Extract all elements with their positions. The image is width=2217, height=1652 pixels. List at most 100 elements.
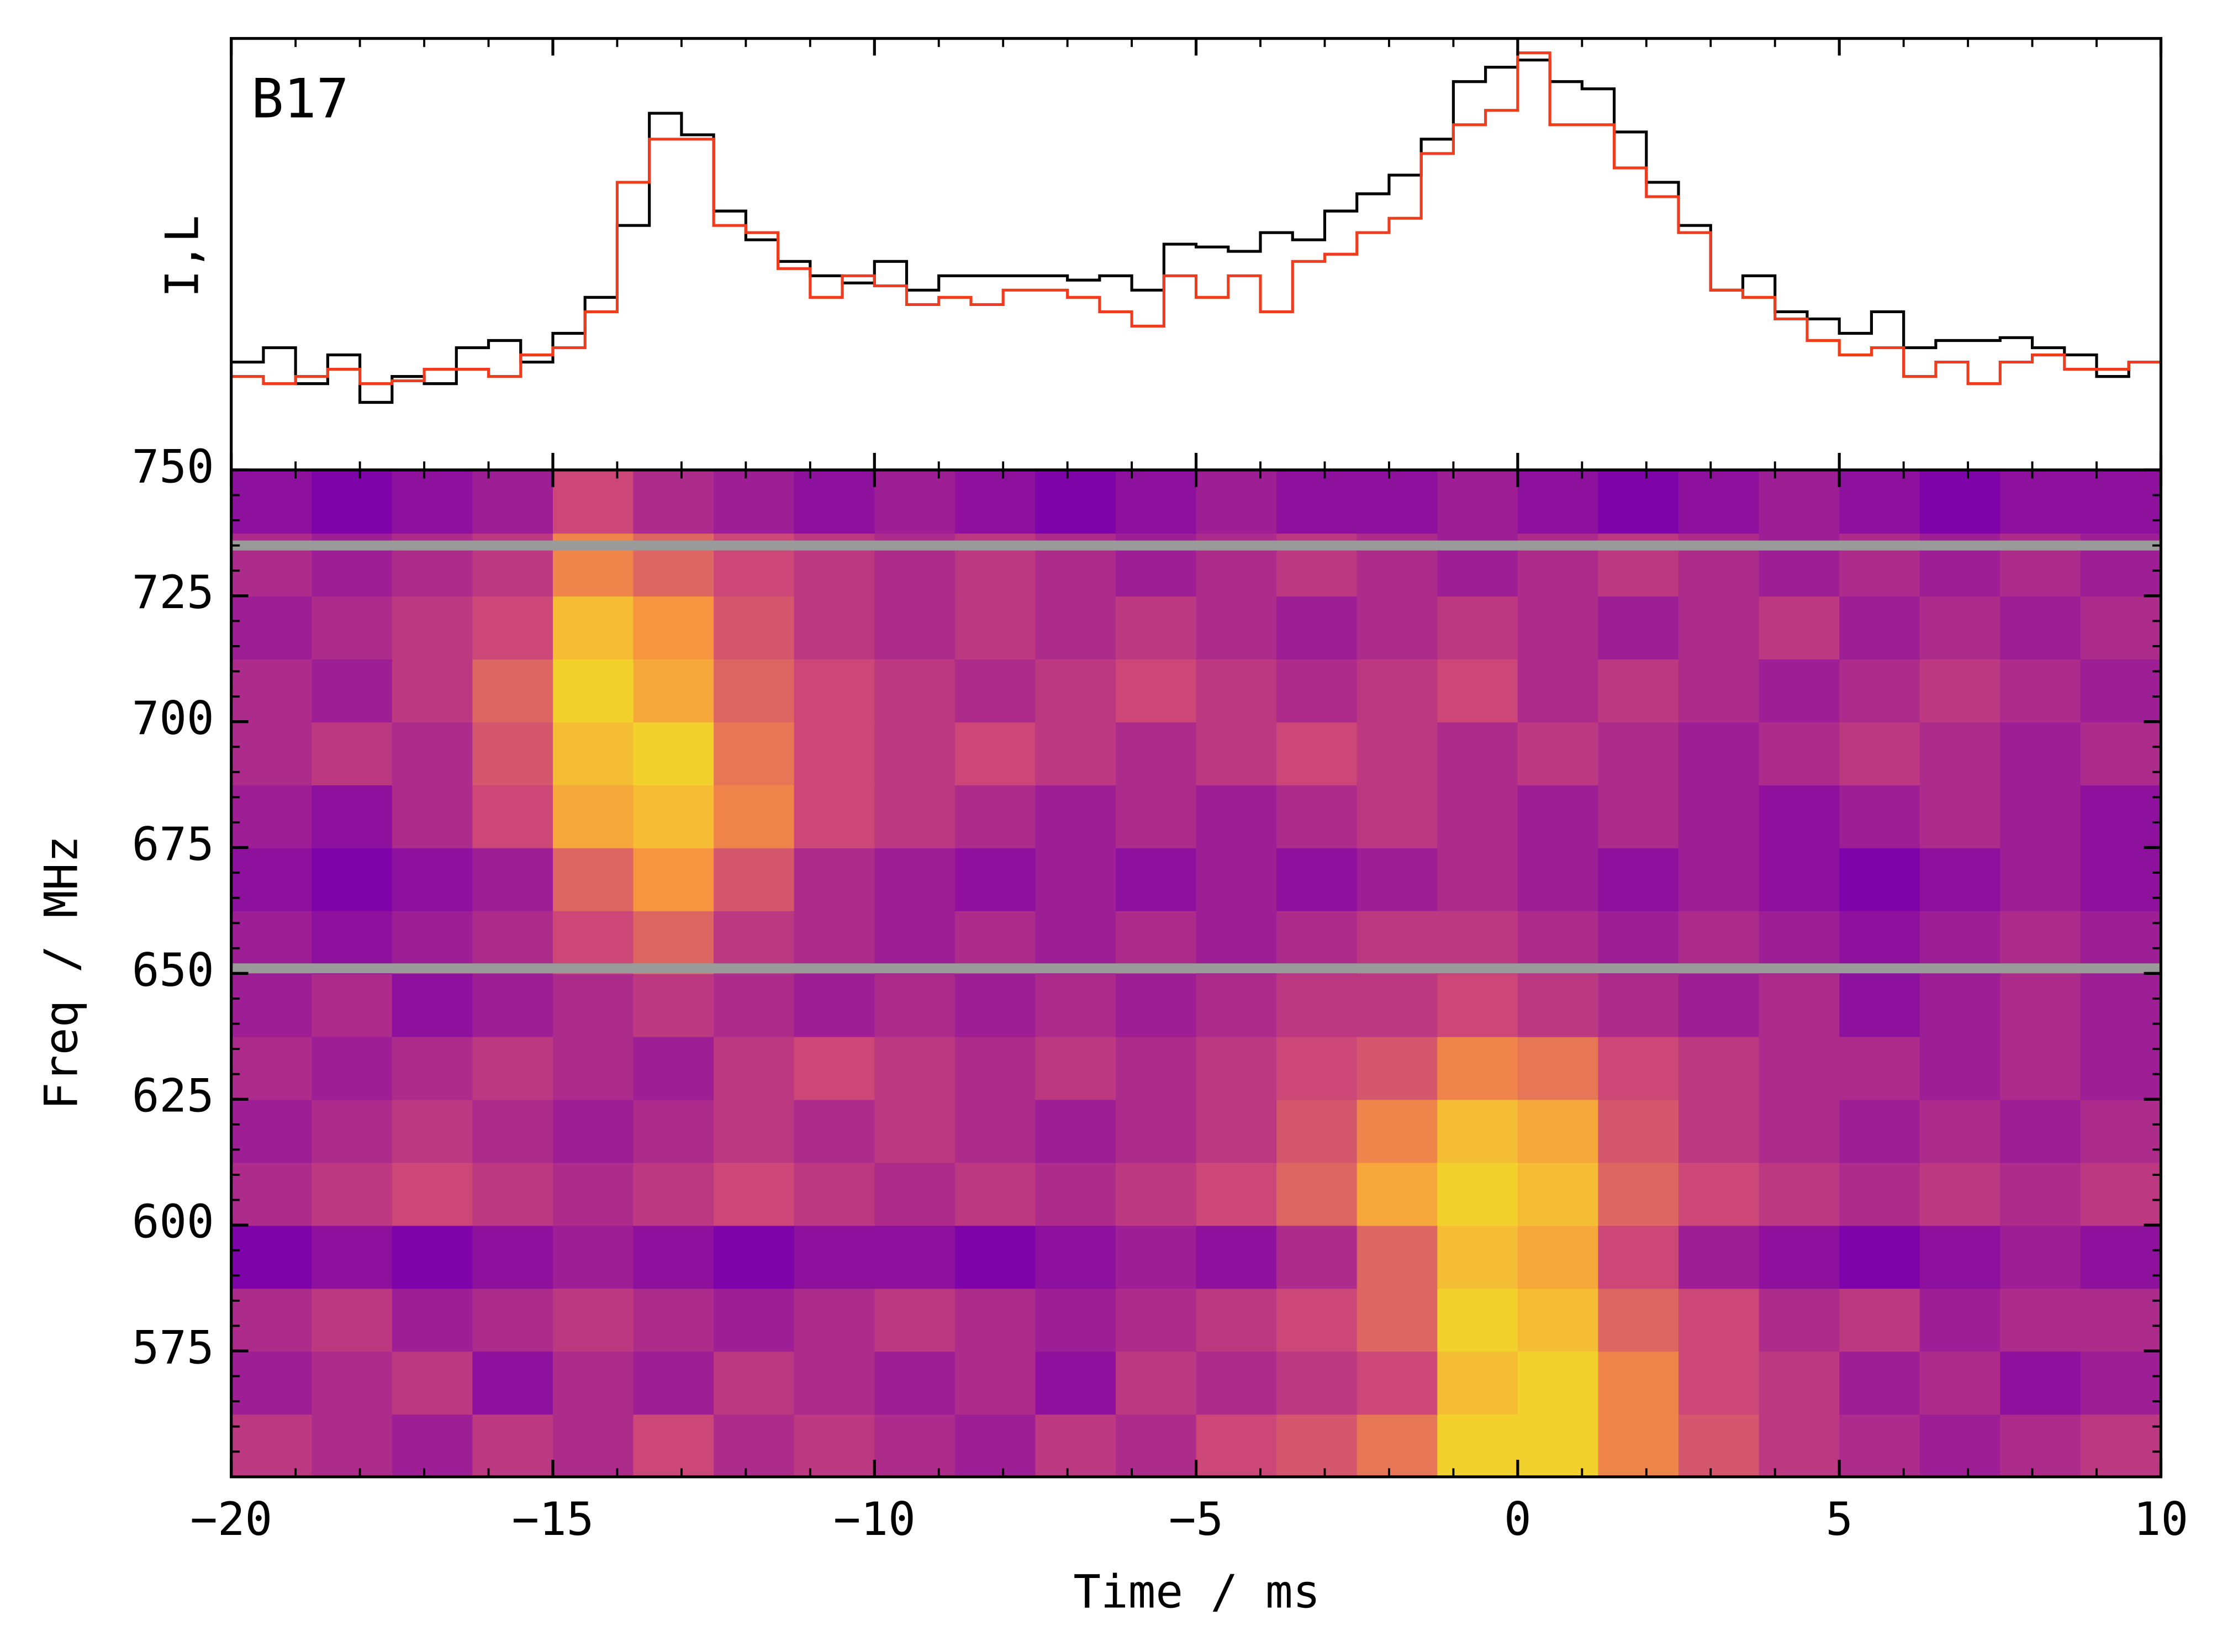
heat-cell [714,1225,795,1289]
heat-cell [874,1225,956,1289]
heat-cell [1196,1288,1278,1352]
heat-cell [794,1099,875,1163]
heat-cell [312,1162,393,1226]
heat-cell [2000,595,2082,659]
heat-cell [1115,721,1197,785]
heat-cell [1276,1413,1358,1478]
heat-cell [1517,469,1599,534]
heat-cell [472,973,554,1037]
heat-cell [1839,1225,1921,1289]
heat-cell [1678,658,1760,722]
heat-cell [1759,973,1840,1037]
heat-cell [312,1413,393,1478]
heat-cell [231,721,313,785]
heat-cell [1276,721,1358,785]
heat-cell [954,847,1036,911]
heat-cell [954,1099,1036,1163]
heat-cell [1035,847,1117,911]
heat-cell [1759,595,1840,659]
panel-label: B17 [251,67,349,130]
heat-cell [312,1099,393,1163]
heat-cell [1919,973,2001,1037]
heat-cell [1276,1099,1358,1163]
heat-cell [954,784,1036,848]
heat-cell [714,1350,795,1415]
heat-cell [1437,1288,1519,1352]
heat-cell [1356,595,1438,659]
heat-cell [392,469,473,534]
profile-line [231,59,2161,404]
heat-cell [1437,469,1519,534]
heat-cell [2000,1413,2082,1478]
heat-cell [231,658,313,722]
x-tick-label: 0 [1504,1493,1532,1546]
x-tick-label: −20 [190,1493,272,1546]
heat-cell [552,1036,634,1100]
heat-cell [231,1225,313,1289]
heat-cell [2080,1288,2162,1352]
heat-cell [1517,784,1599,848]
heat-cell [1517,1162,1599,1226]
heat-cell [1678,1413,1760,1478]
heat-cell [1759,1036,1840,1100]
heat-cell [2000,469,2082,534]
heat-cell [874,973,956,1037]
heat-cell [714,658,795,722]
heat-cell [954,1225,1036,1289]
heat-cell [874,595,956,659]
heat-cell [2000,1162,2082,1226]
heat-cell [472,1288,554,1352]
heat-cell [392,973,473,1037]
heat-cell [1598,1350,1680,1415]
heat-cell [1035,784,1117,848]
heat-cell [392,1350,473,1415]
heat-cell [794,1036,875,1100]
heat-cell [2000,1350,2082,1415]
heat-cell [714,784,795,848]
heat-cell [312,847,393,911]
heat-cell [1839,973,1921,1037]
heat-cell [794,595,875,659]
heat-cell [1115,1099,1197,1163]
heat-cell [633,595,715,659]
heat-cell [1919,721,2001,785]
heat-cell [874,1350,956,1415]
y-axis-label: I,L [156,215,209,298]
heat-cell [1678,1036,1760,1100]
heat-cell [1356,973,1438,1037]
heat-cell [231,847,313,911]
heat-cell [874,658,956,722]
heat-cell [1759,1350,1840,1415]
heat-cell [1437,973,1519,1037]
heat-cell [231,1036,313,1100]
heat-cell [2080,1036,2162,1100]
heat-cell [1678,469,1760,534]
heat-cell [1115,784,1197,848]
axes-frame [230,37,2163,472]
heat-cell [1356,469,1438,534]
heat-cell [392,721,473,785]
heat-cell [1598,1036,1680,1100]
heat-cell [1356,1036,1438,1100]
heat-cell [954,973,1036,1037]
heat-cell [1356,658,1438,722]
heat-cell [472,784,554,848]
heat-cell [2080,1099,2162,1163]
heat-cell [794,658,875,722]
y-tick-label: 575 [132,1321,214,1374]
heat-cell [472,847,554,911]
heat-cell [472,658,554,722]
heat-cell [312,1288,393,1352]
heat-cell [1919,595,2001,659]
heat-cell [2000,658,2082,722]
heat-cell [2000,1099,2082,1163]
heat-cell [1839,1099,1921,1163]
heat-cell [794,1413,875,1478]
heat-cell [1276,1288,1358,1352]
heat-cell [392,658,473,722]
heat-cell [312,1225,393,1289]
heat-cell [1437,1350,1519,1415]
heat-cell [1035,1413,1117,1478]
heat-cell [1115,658,1197,722]
